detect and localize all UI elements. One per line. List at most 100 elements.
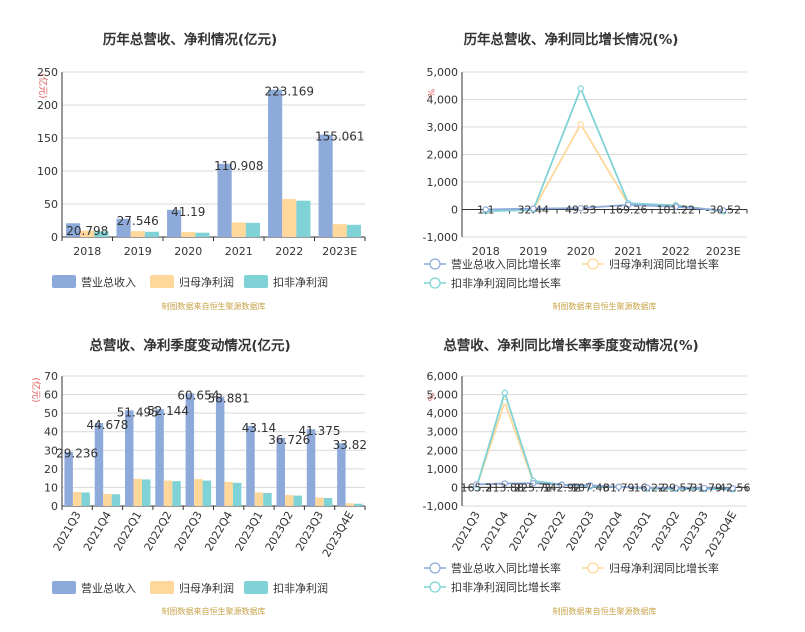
x-tick-label: 2018 [73, 245, 101, 258]
chart-title: 历年总营收、净利同比增长情况(%) [464, 31, 679, 48]
x-tick-label: 2023Q1 [232, 509, 265, 553]
y-tick-label: 50 [44, 198, 58, 211]
bar-归母净利润 [332, 224, 347, 237]
y-tick-label: 40 [44, 426, 58, 439]
bar-扣非净利润 [293, 495, 302, 506]
y-tick-label: 5,000 [427, 389, 459, 402]
data-label: 107.46 [571, 481, 610, 494]
legend-label: 归母净利润同比增长率 [609, 257, 719, 271]
y-tick-label: 4,000 [427, 407, 459, 420]
x-tick-label: 2021 [614, 245, 642, 258]
data-label: 52.144 [147, 404, 189, 418]
line-归母净利润同比增长率 [485, 122, 724, 213]
legend-swatch [52, 275, 76, 288]
x-tick-label: 2022Q3 [172, 509, 205, 553]
legend-label: 归母净利润 [179, 581, 234, 595]
legend-label: 营业总收入 [81, 581, 136, 595]
data-label: 49.53 [565, 204, 597, 217]
data-label: 169.26 [609, 204, 648, 217]
y-tick-label: 1,000 [427, 176, 459, 189]
line-point [672, 203, 679, 210]
x-tick-label: 2022Q1 [111, 509, 144, 553]
line-point [558, 481, 565, 488]
y-tick-label: 250 [37, 66, 58, 79]
data-label: -30.52 [706, 204, 741, 217]
line-point [644, 484, 651, 491]
x-tick-label: 2023E [706, 245, 741, 258]
chart-panel-3: 总营收、净利季度变动情况(亿元) (亿元) 0 10 20 30 40 50 60 70 2021Q… [30, 337, 367, 616]
y-tick-label: 1,000 [427, 463, 459, 476]
chart-panel-2: 历年总营收、净利同比增长情况(%)% -1,000 0 1,000 2,000 3,000… [423, 31, 748, 311]
line-point [482, 206, 489, 213]
line-point [701, 484, 708, 492]
line-point [625, 201, 632, 209]
data-label: -31.79 [687, 481, 722, 494]
bar-归母净利润 [194, 479, 203, 506]
bar-扣非净利润 [323, 498, 333, 506]
data-label: 29.236 [56, 447, 98, 461]
data-label: 1.1 [477, 204, 495, 217]
chart-panel-1: 历年总营收、净利情况(亿元) (亿元) 0 50 100 150 200 250 2018 201… [37, 31, 366, 311]
bar-归母净利润 [72, 491, 82, 506]
bar-归母净利润 [103, 493, 112, 506]
y-tick-label: 3,000 [427, 426, 459, 439]
x-tick-label: 2022 [275, 245, 303, 258]
x-tick-label: 2019 [124, 245, 152, 258]
data-label: 36.726 [268, 433, 310, 447]
y-tick-label: -1,000 [423, 231, 458, 244]
x-tick-label: 2021 [225, 245, 253, 258]
data-label: 58.881 [208, 392, 250, 406]
bar-扣非净利润 [111, 494, 121, 506]
legend-swatch-marker [429, 581, 441, 593]
x-tick-label: 2020 [567, 245, 595, 258]
y-tick-label: 0 [51, 231, 58, 244]
data-label: 32.44 [518, 204, 550, 217]
y-tick-label: 10 [44, 481, 58, 494]
legend-label: 扣非净利润同比增长率 [451, 580, 561, 594]
bar-营业总收入 [246, 425, 255, 506]
line-扣非净利润同比增长率 [485, 86, 724, 213]
bar-营业总收入 [306, 429, 316, 506]
line-point [577, 85, 584, 92]
legend-swatch [150, 275, 174, 288]
line-point [530, 480, 537, 487]
line-point [729, 485, 736, 492]
x-tick-label: 2023E [322, 245, 357, 258]
y-tick-label: 30 [44, 444, 58, 457]
bar-扣非净利润 [81, 492, 90, 506]
bar-营业总收入 [268, 89, 283, 237]
bar-扣非净利润 [296, 200, 311, 237]
data-label: 110.908 [214, 159, 264, 173]
legend-label: 营业总收入同比增长率 [451, 257, 561, 271]
bar-营业总收入 [94, 423, 104, 506]
bar-归母净利润 [80, 230, 95, 237]
line-point [672, 484, 679, 492]
bar-扣非净利润 [263, 493, 272, 506]
line-扣非净利润同比增长率 [475, 389, 733, 491]
x-tick-label: 2023Q2 [263, 509, 296, 553]
legend-label: 归母净利润同比增长率 [609, 561, 719, 575]
bar-归母净利润 [231, 222, 246, 237]
legend-swatch [244, 275, 268, 288]
legend-swatch-marker [429, 562, 441, 574]
data-label: 43.14 [242, 421, 276, 435]
line-point [473, 481, 480, 488]
bar-归母净利润 [345, 503, 355, 506]
legend-label: 营业总收入同比增长率 [451, 561, 561, 575]
data-label: 41.19 [171, 205, 205, 219]
y-tick-label: 200 [37, 99, 58, 112]
y-tick-label: 5,000 [427, 66, 459, 79]
data-label: 60.654 [177, 388, 219, 402]
bar-归母净利润 [285, 495, 294, 506]
bar-归母净利润 [163, 480, 173, 506]
legend-label: 扣非净利润同比增长率 [451, 276, 561, 290]
y-tick-label: 100 [37, 165, 58, 178]
x-tick-label: 2023Q3 [293, 509, 326, 553]
bar-扣非净利润 [346, 224, 361, 237]
source-note: 制图数据来自恒生聚源数据库 [162, 301, 266, 311]
y-unit-label: (亿元) [37, 73, 49, 98]
legend-swatch-marker [429, 277, 441, 289]
y-tick-label: 2,000 [427, 444, 459, 457]
